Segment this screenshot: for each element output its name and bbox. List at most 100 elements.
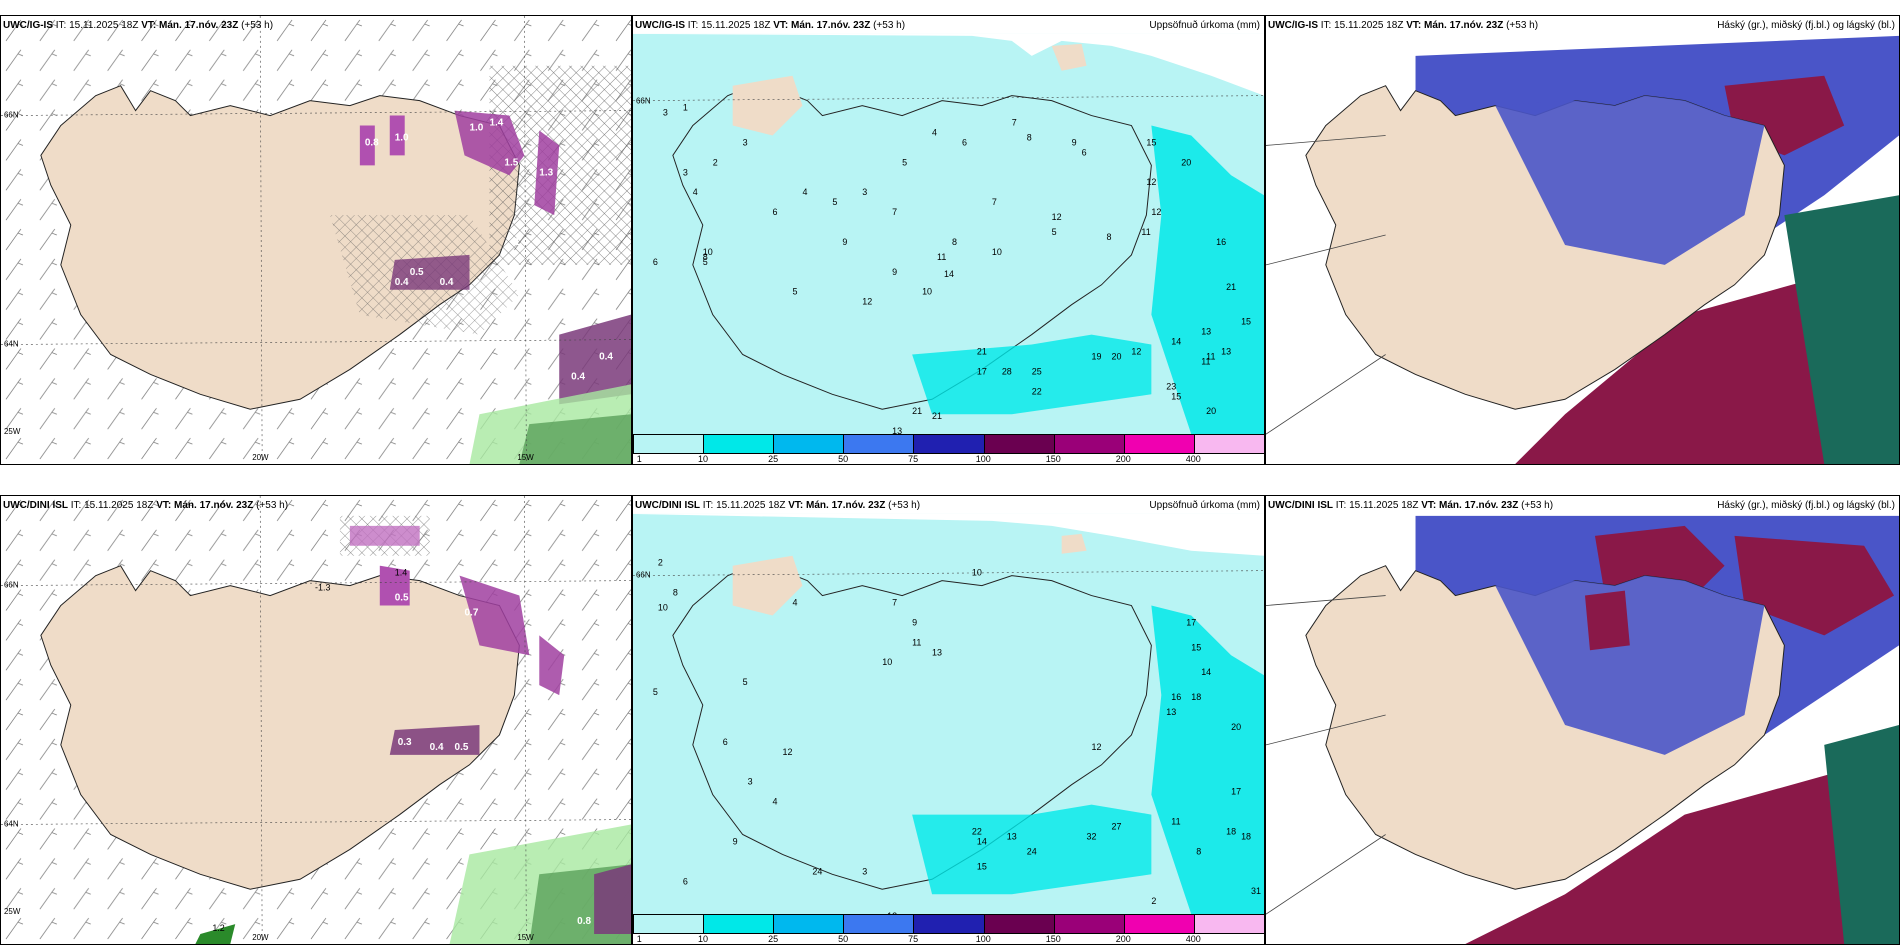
value-label: 17 [977, 366, 987, 376]
value-label: 13 [1221, 346, 1231, 356]
value-label: 2 [1151, 896, 1156, 906]
value-label: 4 [802, 187, 807, 197]
vt-value: Mán. 17.nóv. 23Z [1424, 20, 1504, 31]
value-label: 12 [1146, 177, 1156, 187]
value-label: 18 [1241, 831, 1251, 841]
it-label: IT: [1320, 20, 1332, 31]
colorbar-label: 50 [838, 454, 849, 464]
colorbar-swatch [703, 915, 774, 933]
value-label: 15 [1146, 137, 1156, 147]
iceland-wind-map: 66N 64N 25W 20W 15W 1.0 1.4 1.0 0.8 1.3 … [1, 16, 631, 464]
value-label: 0.4 [395, 277, 409, 288]
colorbar-label: 200 [1115, 454, 1131, 464]
colorbar-label: 10 [698, 454, 709, 464]
panel-header: UWC/IG-IS IT: 15.11.2025 18Z VT: Mán. 17… [1268, 18, 1897, 34]
iceland-cloud-map [1266, 496, 1899, 944]
value-label: 18 [1191, 692, 1201, 702]
value-label: 4 [773, 797, 778, 807]
value-label: 14 [977, 836, 987, 846]
colorbar-swatch [633, 435, 704, 453]
grid-label: 15W [517, 453, 534, 462]
colorbar-label: 10 [698, 934, 709, 944]
colorbar-swatch [633, 915, 704, 933]
panel-title: Háský (gr.), miðský (fj.bl.) og lágský (… [1717, 500, 1895, 511]
lead-time: (+53 h) [1506, 20, 1539, 31]
colorbar-label: 50 [838, 934, 849, 944]
model-name: UWC/DINI ISL [635, 500, 700, 511]
lead-time: (+53 h) [888, 500, 921, 511]
value-label: 7 [892, 598, 897, 608]
value-label: 11 [912, 637, 921, 647]
value-label: 8 [703, 252, 708, 262]
value-label: 6 [1082, 147, 1087, 157]
value-label: 14 [944, 269, 954, 279]
grid-label: 66N [4, 581, 19, 590]
value-label: 15 [1171, 391, 1181, 401]
it-value: 15.11.2025 18Z [84, 500, 154, 511]
value-label: 10 [992, 247, 1002, 257]
it-label: IT: [70, 500, 82, 511]
value-label: 2 [658, 558, 663, 568]
panel-title: Háský (gr.), miðský (fj.bl.) og lágský (… [1717, 20, 1895, 31]
value-label: 6 [773, 207, 778, 217]
value-label: 12 [1092, 742, 1102, 752]
value-label: 5 [832, 197, 837, 207]
value-label: 0.5 [410, 267, 424, 278]
value-label: 22 [1032, 386, 1042, 396]
it-label: IT: [1335, 500, 1347, 511]
value-label: 23 [1166, 381, 1176, 391]
value-label: 3 [862, 866, 867, 876]
value-label: 4 [693, 187, 698, 197]
value-label: 7 [892, 207, 897, 217]
model-name: UWC/DINI ISL [3, 500, 68, 511]
vt-value: Mán. 17.nóv. 23Z [159, 20, 239, 31]
value-label: 10 [658, 602, 668, 612]
it-value: 15.11.2025 18Z [1349, 500, 1419, 511]
lead-time: (+53 h) [873, 20, 906, 31]
value-label: 24 [1027, 846, 1037, 856]
value-label: 3 [862, 187, 867, 197]
map-panel-wind-bottom: UWC/DINI ISL IT: 15.11.2025 18Z VT: Mán.… [0, 495, 632, 945]
value-label: 6 [653, 257, 658, 267]
grid-label: 66N [636, 97, 651, 106]
vt-value: Mán. 17.nóv. 23Z [806, 500, 886, 511]
value-label: 0.3 [398, 737, 412, 748]
it-value: 15.11.2025 18Z [1334, 20, 1404, 31]
value-label: -1.3 [315, 583, 330, 593]
value-label: 31 [1251, 886, 1261, 896]
value-label: 4 [792, 598, 797, 608]
value-label: 5 [703, 257, 708, 267]
value-label: 12 [1131, 346, 1141, 356]
it-label: IT: [55, 20, 67, 31]
model-name: UWC/IG-IS [635, 20, 685, 31]
colorbar-swatch [913, 915, 984, 933]
value-label: 28 [1002, 366, 1012, 376]
lead-time: (+53 h) [241, 20, 274, 31]
panel-header: UWC/DINI ISL IT: 15.11.2025 18Z VT: Mán.… [1268, 498, 1897, 514]
value-label: 11 [1206, 351, 1215, 361]
value-label: 13 [892, 426, 902, 436]
value-label: 3 [683, 167, 688, 177]
colorbar-swatch [983, 435, 1054, 453]
value-label: 13 [932, 647, 942, 657]
value-label: 14 [1201, 667, 1211, 677]
colorbar-label: 200 [1115, 934, 1131, 944]
value-label: 16 [1171, 692, 1181, 702]
value-label: 24 [812, 866, 822, 876]
vt-label: VT: [1406, 20, 1422, 31]
value-label: 13 [1201, 327, 1211, 337]
map-panel-wind-top: UWC/IG-IS IT: 15.11.2025 18Z VT: Mán. 17… [0, 15, 632, 465]
panel-title: Uppsöfnuð úrkoma (mm) [1149, 500, 1260, 511]
value-label: 21 [912, 406, 922, 416]
colorbar-swatch [703, 435, 774, 453]
value-label: 9 [1072, 137, 1077, 147]
model-name: UWC/DINI ISL [1268, 500, 1333, 511]
value-label: 3 [663, 108, 668, 118]
colorbar-label: 100 [975, 454, 991, 464]
colorbar-swatch [1123, 915, 1194, 933]
it-value: 15.11.2025 18Z [69, 20, 139, 31]
value-label: 9 [842, 237, 847, 247]
value-label: 6 [723, 737, 728, 747]
grid-label: 25W [4, 427, 21, 436]
iceland-land-outline [672, 85, 1152, 410]
